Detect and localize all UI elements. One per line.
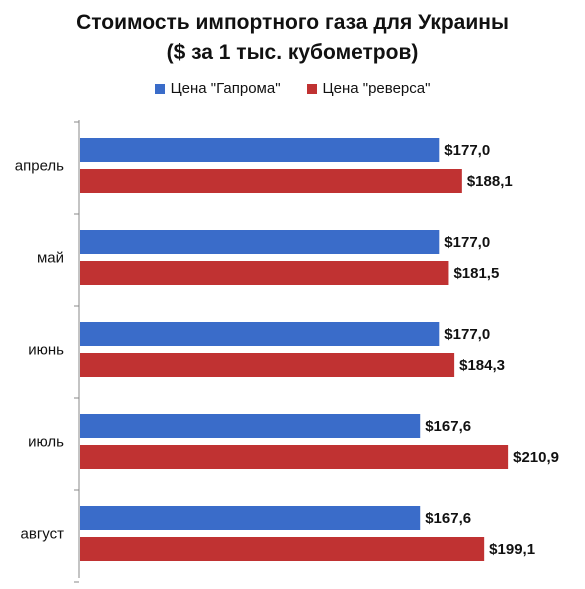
legend-label-gazprom: Цена "Гапрома" — [170, 80, 281, 97]
bar-reverse — [80, 445, 509, 469]
chart-subtitle: ($ за 1 тыс. кубометров) — [166, 41, 419, 64]
bar-reverse — [80, 261, 449, 285]
category-label: июль — [28, 434, 64, 451]
chart-legend: Цена "Гапрома" Цена "реверса" — [0, 80, 585, 97]
data-label: $177,0 — [444, 142, 490, 159]
legend-item-gazprom: Цена "Гапрома" — [154, 80, 281, 97]
category-label: май — [37, 250, 64, 267]
data-label: $177,0 — [444, 326, 490, 343]
bar-gazprom — [80, 322, 440, 346]
category-label: июнь — [28, 342, 64, 359]
chart-title-block: Стоимость импортного газа для Украины ($… — [0, 8, 585, 68]
legend-swatch-reverse — [306, 83, 317, 94]
bar-gazprom — [80, 506, 421, 530]
legend-label-reverse: Цена "реверса" — [322, 80, 431, 97]
legend-swatch-gazprom — [154, 83, 165, 94]
data-label: $199,1 — [489, 541, 535, 558]
bar-reverse — [80, 169, 462, 193]
data-label: $184,3 — [459, 357, 505, 374]
category-label: август — [21, 526, 65, 543]
data-label: $177,0 — [444, 234, 490, 251]
bar-reverse — [80, 537, 485, 561]
data-label: $167,6 — [425, 418, 471, 435]
bar-gazprom — [80, 230, 440, 254]
data-label: $210,9 — [513, 449, 559, 466]
legend-item-reverse: Цена "реверса" — [306, 80, 431, 97]
data-label: $188,1 — [467, 173, 513, 190]
category-label: апрель — [15, 158, 64, 175]
chart-title: Стоимость импортного газа для Украины — [76, 11, 509, 34]
data-label: $181,5 — [453, 265, 499, 282]
bar-gazprom — [80, 414, 421, 438]
bar-gazprom — [80, 138, 440, 162]
data-label: $167,6 — [425, 510, 471, 527]
bar-reverse — [80, 353, 455, 377]
